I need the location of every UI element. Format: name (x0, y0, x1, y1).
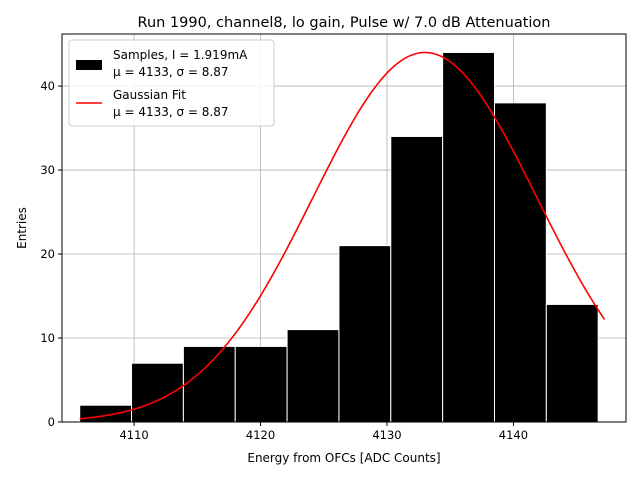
y-tick-label: 10 (40, 331, 55, 345)
x-tick-label: 4110 (119, 428, 148, 442)
y-tick-label: 0 (48, 415, 55, 429)
x-axis-label: Energy from OFCs [ADC Counts] (247, 451, 440, 465)
plot-frame (61, 33, 627, 423)
histogram-bar (493, 102, 547, 423)
x-tick-label: 4120 (246, 428, 275, 442)
x-tick-label: 4130 (372, 428, 401, 442)
histogram-bar (131, 362, 184, 423)
histogram-bar (442, 51, 495, 423)
histogram-bar (338, 245, 392, 423)
legend-fit-stats: μ = 4133, σ = 8.87 (113, 105, 229, 119)
y-tick-label: 40 (40, 79, 55, 93)
legend-frame (68, 39, 275, 127)
histogram-bar (286, 329, 340, 423)
histogram-bar (234, 345, 288, 423)
gaussian-fit-curve (79, 51, 606, 420)
histogram-bar (390, 135, 444, 423)
histogram-bar (182, 345, 236, 423)
legend-fit-label: Gaussian Fit (113, 88, 186, 102)
legend-samples-stats: μ = 4133, σ = 8.87 (113, 65, 229, 79)
histogram-bar (79, 404, 133, 423)
y-axis-ticks: 0 10 20 30 40 (40, 79, 62, 429)
y-axis-label: Entries (15, 207, 29, 249)
chart-title: Run 1990, channel8, lo gain, Pulse w/ 7.… (138, 15, 551, 31)
y-tick-label: 20 (40, 247, 55, 261)
legend-samples-swatch (76, 60, 102, 70)
x-axis-ticks: 4110 4120 4130 4140 (119, 422, 528, 442)
x-tick-label: 4140 (499, 428, 528, 442)
y-tick-label: 30 (40, 163, 55, 177)
histogram-bars (79, 51, 599, 423)
legend: Samples, I = 1.919mA μ = 4133, σ = 8.87 … (68, 39, 275, 127)
legend-samples-label: Samples, I = 1.919mA (113, 48, 248, 62)
histogram-bar (545, 303, 599, 423)
